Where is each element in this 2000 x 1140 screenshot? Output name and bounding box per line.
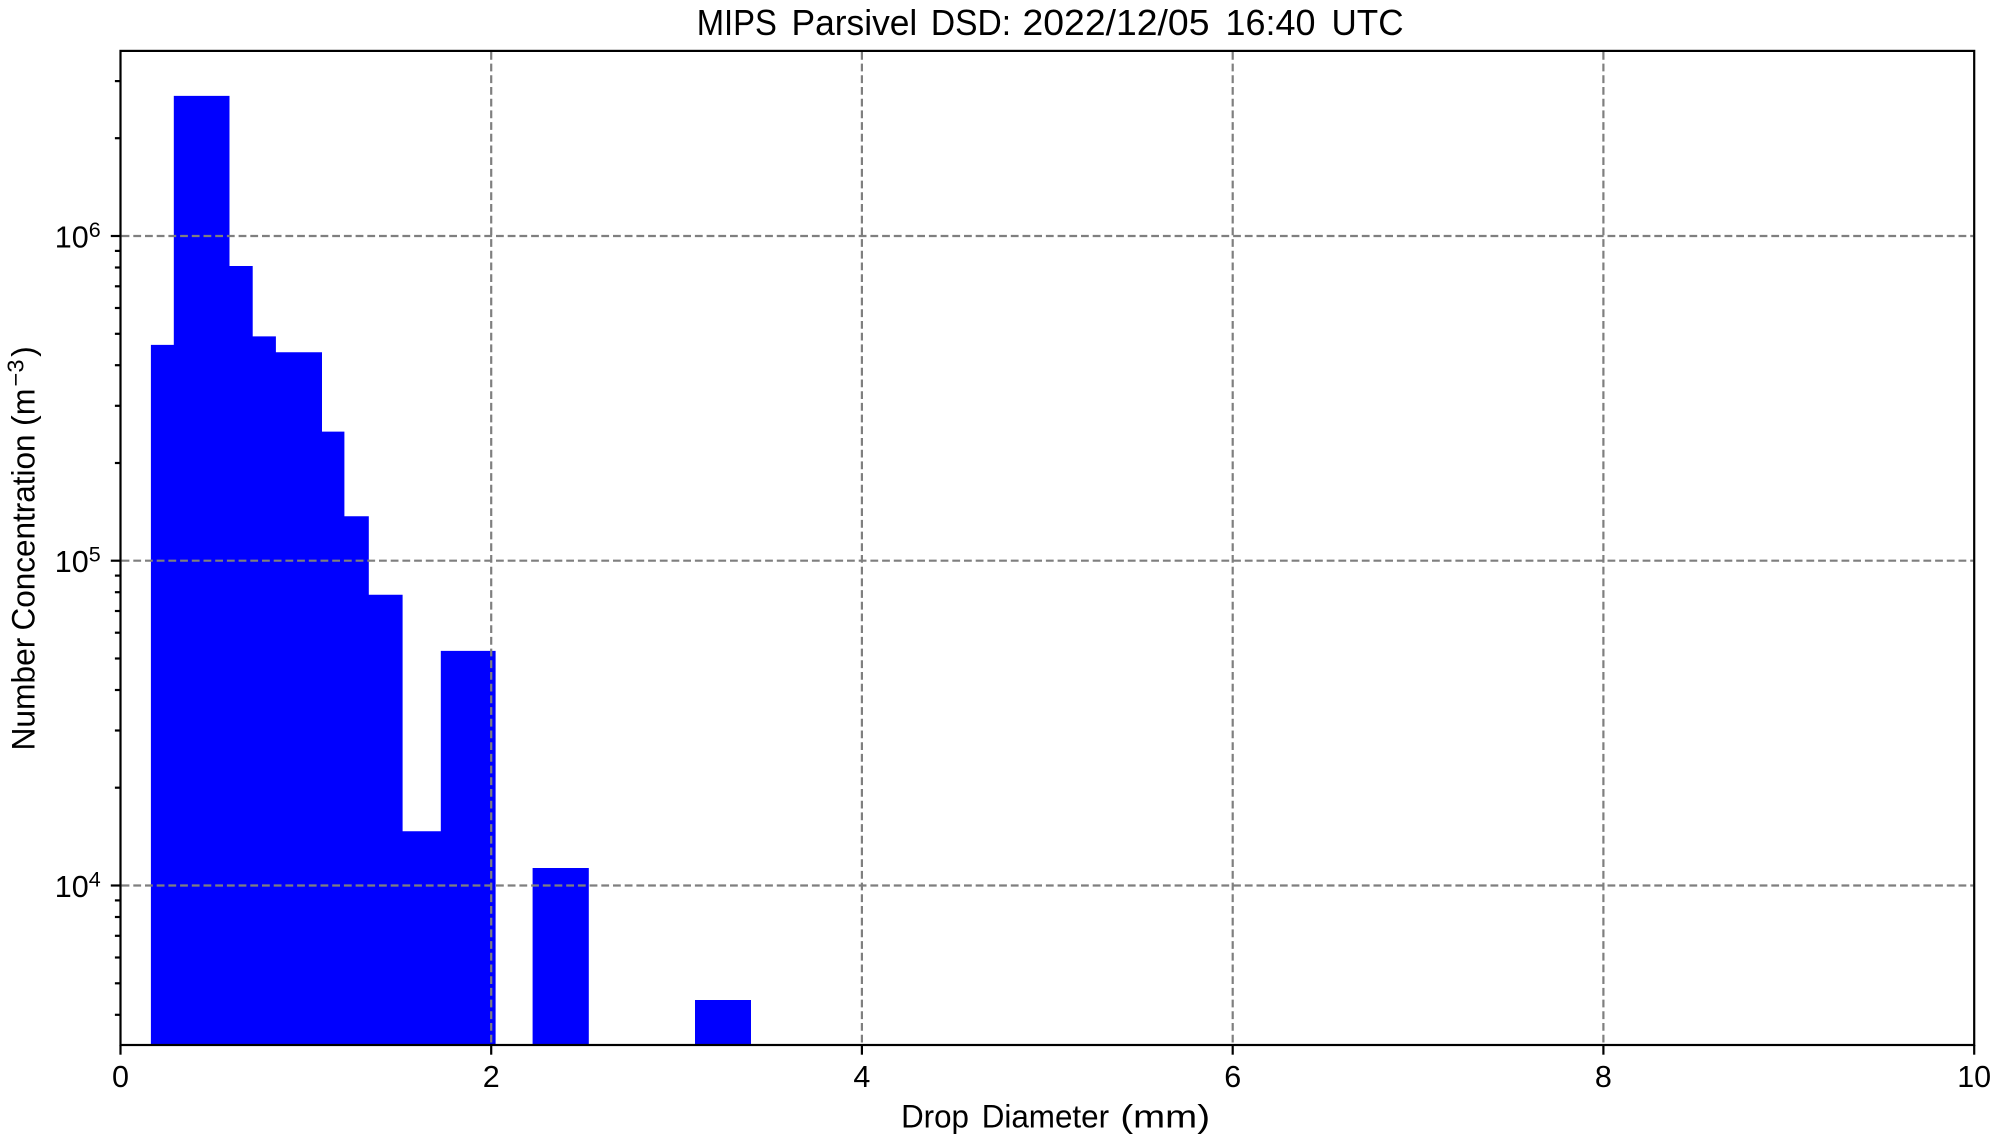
svg-text:DSD:: DSD:: [931, 2, 1011, 43]
svg-text:16:40: 16:40: [1226, 2, 1316, 43]
svg-text:Concentration: Concentration: [6, 435, 42, 631]
svg-text:8: 8: [1595, 1060, 1612, 1094]
svg-text:(m: (m: [6, 389, 42, 427]
svg-text:(mm): (mm): [1120, 1098, 1210, 1134]
svg-text:UTC: UTC: [1332, 2, 1404, 43]
svg-text:10: 10: [1957, 1060, 1991, 1094]
svg-text:Number: Number: [6, 638, 42, 751]
svg-text:2: 2: [483, 1060, 500, 1094]
svg-text:Diameter: Diameter: [982, 1098, 1110, 1134]
svg-text:4: 4: [853, 1060, 870, 1094]
svg-text:Parsivel: Parsivel: [792, 2, 918, 43]
svg-text:−3: −3: [3, 360, 29, 387]
svg-text:0: 0: [112, 1060, 129, 1094]
svg-text:Drop: Drop: [901, 1098, 969, 1134]
svg-text:): ): [6, 346, 42, 357]
svg-text:MIPS: MIPS: [697, 2, 777, 43]
svg-text:6: 6: [1224, 1060, 1241, 1094]
svg-text:2022/12/05: 2022/12/05: [1023, 2, 1210, 43]
svg-text:106: 106: [55, 218, 101, 254]
